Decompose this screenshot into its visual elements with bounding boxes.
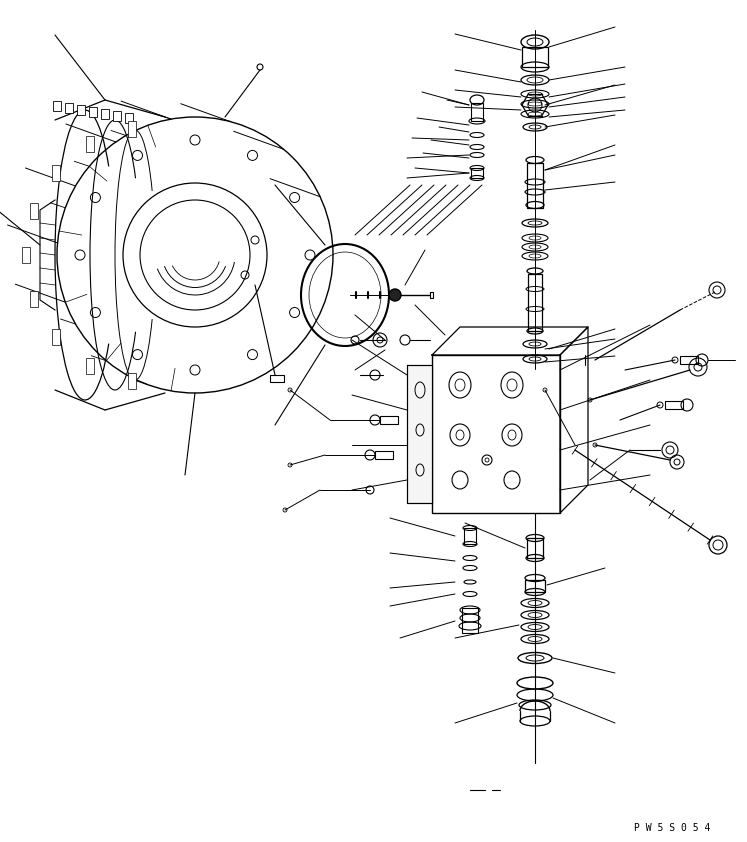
Bar [407,365,432,503]
Bar [527,538,543,558]
Bar [30,290,37,306]
Bar [432,355,560,513]
Bar [101,109,109,119]
Bar [52,165,60,181]
Bar [665,401,683,409]
Bar [525,580,545,592]
Bar [430,292,433,298]
Bar [471,168,483,178]
Bar [22,247,30,263]
Bar [375,451,393,459]
Bar [407,365,432,503]
Bar [52,329,60,345]
Bar [125,113,133,123]
Bar [113,111,121,121]
Bar [527,163,543,208]
Bar [128,373,136,389]
Bar [65,103,73,113]
Bar [128,121,136,137]
Bar [680,356,698,364]
Bar [270,375,284,382]
Text: P W 5 S 0 5 4: P W 5 S 0 5 4 [633,823,710,833]
Bar [380,416,398,424]
Bar [528,274,542,331]
Bar [53,101,61,111]
Bar [89,107,97,117]
Bar [462,608,478,633]
Bar [86,136,94,152]
Bar [522,47,548,67]
Bar [471,103,483,121]
Bar [30,203,37,219]
Bar [86,358,94,374]
Bar [77,105,85,115]
Circle shape [389,289,401,301]
Bar [464,528,476,544]
